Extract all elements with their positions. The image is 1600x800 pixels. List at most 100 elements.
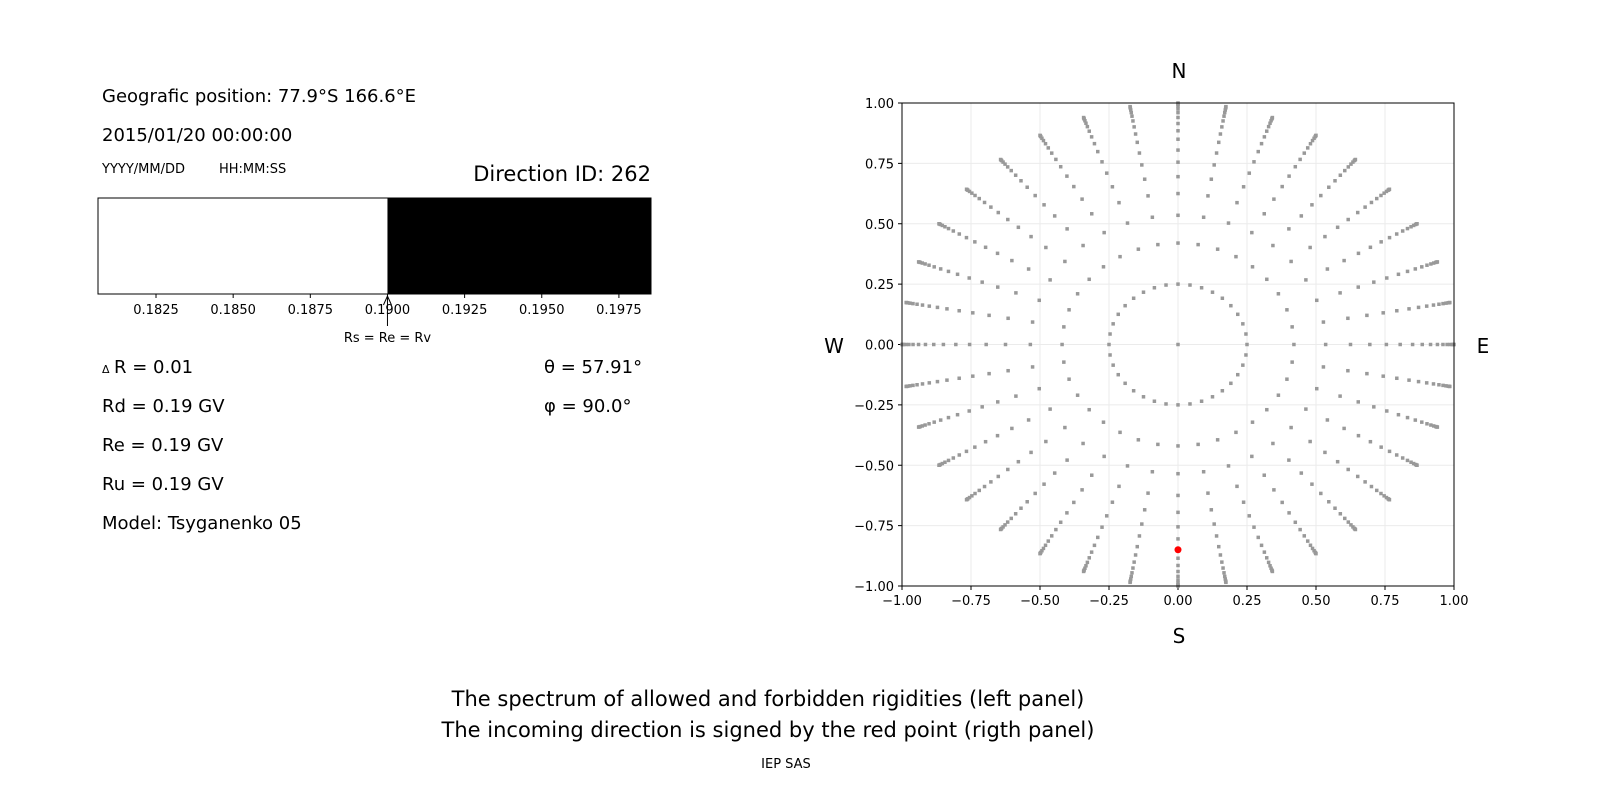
direction-point: [1019, 179, 1023, 183]
direction-point: [904, 384, 908, 389]
direction-point: [1037, 386, 1041, 391]
direction-point: [1081, 243, 1085, 248]
direction-point: [1033, 193, 1037, 198]
direction-point: [970, 494, 974, 498]
direction-point: [1188, 402, 1192, 406]
direction-point: [1250, 230, 1254, 235]
direction-point: [1220, 125, 1224, 129]
direction-point: [1104, 514, 1109, 518]
direction-point: [1241, 500, 1246, 504]
direction-point: [932, 420, 936, 424]
direction-point: [1308, 543, 1313, 548]
direction-point: [1310, 482, 1314, 486]
direction-point: [1379, 491, 1383, 496]
direction-point: [1298, 157, 1302, 162]
direction-point: [1250, 420, 1255, 424]
direction-point: [1315, 386, 1319, 391]
direction-point: [1130, 571, 1134, 575]
direction-point: [1212, 522, 1216, 526]
direction-point: [941, 342, 946, 347]
direction-point: [1141, 395, 1146, 399]
direction-point: [1271, 243, 1275, 248]
x-tick-label: −0.50: [1020, 594, 1060, 609]
direction-point: [1176, 104, 1180, 109]
direction-point: [955, 412, 960, 417]
direction-point: [1090, 473, 1094, 477]
direction-point: [1222, 110, 1227, 115]
direction-point: [1087, 556, 1092, 560]
direction-point: [1223, 577, 1228, 581]
direction-point: [1222, 114, 1226, 118]
direction-point: [1319, 491, 1323, 496]
direction-point: [1212, 163, 1216, 167]
rd-value: Rd = 0.19 GV: [102, 396, 225, 417]
direction-point: [1006, 368, 1010, 373]
axes-frame: [901, 102, 1455, 587]
direction-point: [1338, 394, 1342, 398]
direction-point: [1381, 311, 1385, 315]
direction-point: [904, 342, 908, 347]
y-tick-label: −0.75: [854, 520, 894, 535]
direction-point: [1245, 342, 1249, 347]
direction-point: [983, 245, 988, 250]
direction-point: [1221, 566, 1225, 570]
direction-point: [1256, 535, 1260, 540]
direction-point: [935, 379, 940, 384]
direction-point: [1111, 363, 1115, 367]
direction-point: [1448, 384, 1452, 389]
direction-point: [977, 488, 982, 493]
direction-point: [1321, 320, 1326, 324]
direction-point: [1044, 245, 1048, 250]
direction-point: [1176, 510, 1180, 515]
direction-point: [995, 400, 1000, 404]
direction-point: [1176, 107, 1180, 111]
direction-point: [954, 342, 958, 347]
direction-point: [1176, 121, 1180, 126]
direction-point: [1343, 168, 1347, 173]
direction-point: [1067, 308, 1071, 312]
direction-point: [1201, 469, 1206, 474]
direction-point: [1038, 551, 1042, 556]
direction-point: [1209, 508, 1214, 512]
direction-point: [1135, 140, 1140, 145]
direction-point: [1176, 578, 1180, 582]
direction-point: [1356, 251, 1361, 256]
direction-point: [923, 423, 927, 427]
direction-point: [1290, 325, 1294, 329]
direction-point: [1241, 322, 1245, 326]
caption-line-2: The incoming direction is signed by the …: [441, 718, 1095, 742]
direction-point: [1256, 149, 1260, 154]
direction-point: [1006, 316, 1010, 321]
direction-point: [1063, 259, 1067, 264]
direction-point: [1372, 280, 1376, 284]
direction-point: [1090, 212, 1094, 216]
direction-point: [1292, 342, 1296, 347]
direction-point: [1048, 407, 1052, 411]
direction-point: [1176, 580, 1180, 585]
direction-point: [1353, 157, 1358, 162]
direction-point: [945, 307, 949, 311]
direction-point: [915, 302, 919, 306]
direction-point: [1060, 342, 1064, 347]
direction-point: [1096, 535, 1100, 540]
direction-point: [980, 405, 984, 409]
direction-point: [1244, 332, 1248, 336]
direction-point: [1314, 133, 1318, 138]
direction-point: [943, 460, 947, 464]
direction-point: [1424, 381, 1429, 385]
direction-point: [1176, 213, 1180, 218]
direction-point: [1379, 240, 1383, 244]
direction-point: [1096, 149, 1100, 154]
direction-point: [1369, 200, 1374, 205]
direction-point: [1065, 511, 1069, 515]
direction-point: [937, 222, 941, 226]
direction-point: [1280, 500, 1284, 505]
direction-point: [967, 342, 972, 347]
direction-point: [1264, 129, 1269, 133]
direction-point: [1385, 276, 1389, 280]
direction-point: [1110, 500, 1115, 504]
direction-point: [1224, 104, 1228, 109]
direction-point: [1276, 292, 1281, 296]
direction-point: [1411, 461, 1416, 466]
